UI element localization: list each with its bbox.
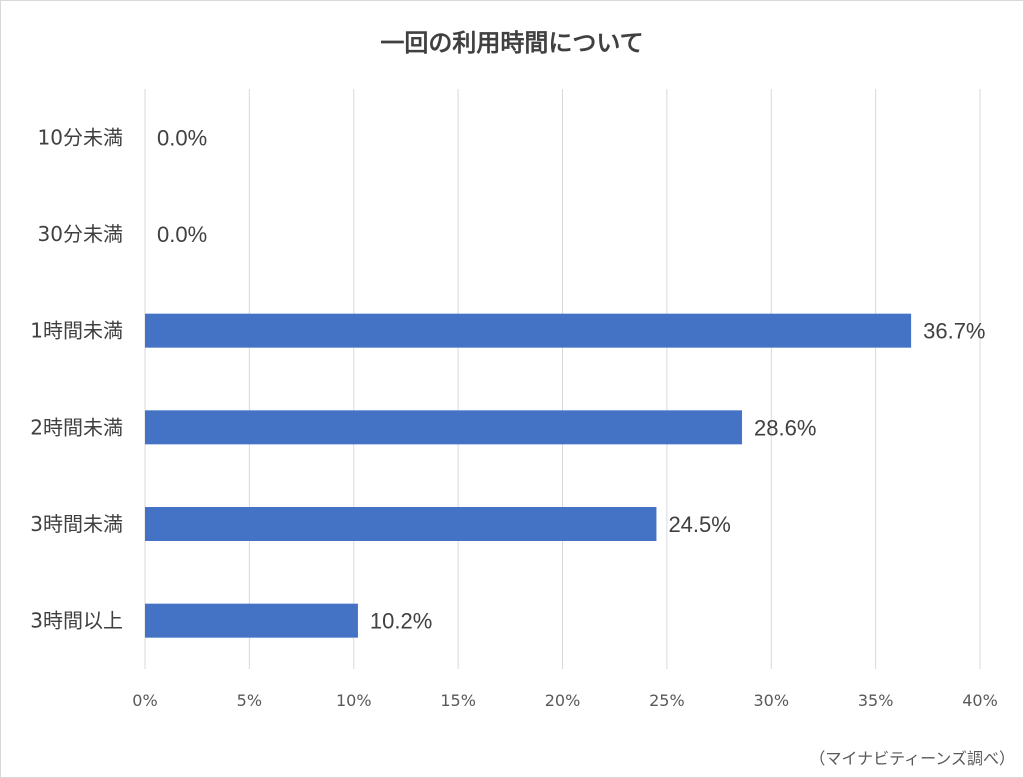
x-tick-label: 15% (440, 691, 476, 710)
x-tick-label: 30% (753, 691, 789, 710)
x-tick-label: 25% (649, 691, 685, 710)
category-label: 1時間未満 (30, 319, 123, 343)
x-tick-label: 0% (132, 691, 157, 710)
category-label: 30分未満 (38, 222, 123, 246)
data-label: 36.7% (923, 319, 985, 344)
data-label: 0.0% (157, 222, 207, 247)
x-tick-label: 20% (545, 691, 581, 710)
source-note: （マイナビティーンズ調べ） (809, 749, 1015, 768)
x-tick-label: 40% (962, 691, 998, 710)
x-tick-label: 35% (858, 691, 894, 710)
data-label: 0.0% (157, 125, 207, 150)
x-tick-label: 5% (237, 691, 262, 710)
category-label: 3時間未満 (30, 512, 123, 536)
chart-title: 一回の利用時間について (380, 29, 644, 57)
x-tick-label: 10% (336, 691, 372, 710)
bar (145, 410, 743, 445)
data-label: 28.6% (754, 415, 816, 440)
bar (145, 507, 657, 541)
bar (145, 603, 358, 638)
data-label: 24.5% (668, 512, 730, 537)
bar (145, 313, 912, 348)
category-label: 2時間未満 (30, 415, 123, 439)
category-label: 10分未満 (38, 125, 123, 149)
category-label: 3時間以上 (30, 609, 123, 633)
data-label: 10.2% (370, 609, 432, 634)
